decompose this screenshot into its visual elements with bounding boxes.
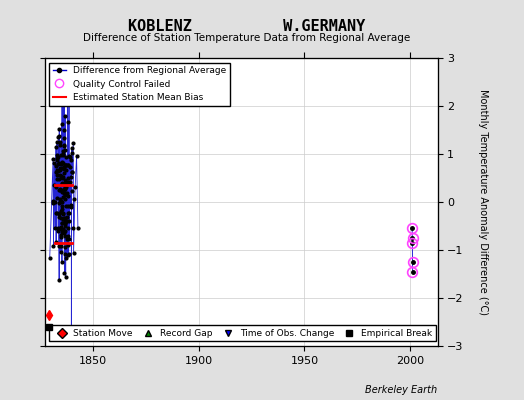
Legend: Station Move, Record Gap, Time of Obs. Change, Empirical Break: Station Move, Record Gap, Time of Obs. C… xyxy=(49,325,436,342)
Text: Berkeley Earth: Berkeley Earth xyxy=(365,385,438,395)
Text: KOBLENZ          W.GERMANY: KOBLENZ W.GERMANY xyxy=(128,19,365,34)
Y-axis label: Monthly Temperature Anomaly Difference (°C): Monthly Temperature Anomaly Difference (… xyxy=(478,89,488,315)
Text: Difference of Station Temperature Data from Regional Average: Difference of Station Temperature Data f… xyxy=(83,33,410,43)
